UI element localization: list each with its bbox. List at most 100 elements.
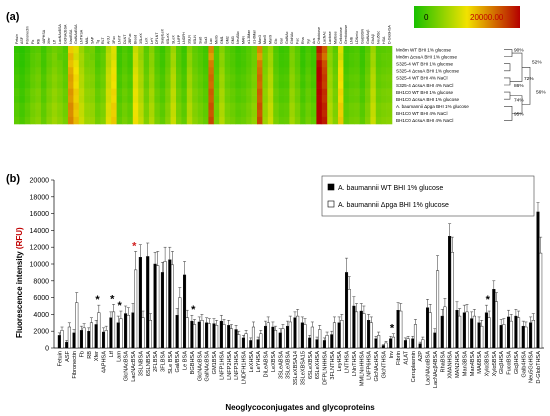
heatmap-cell xyxy=(321,46,328,54)
heatmap-cell xyxy=(138,102,144,111)
heatmap-cell xyxy=(197,88,204,96)
heatmap-cell xyxy=(338,81,344,89)
heatmap-cell xyxy=(300,67,306,75)
heatmap-cell xyxy=(78,109,85,118)
heatmap-cell xyxy=(181,88,188,96)
heatmap-cell xyxy=(294,67,301,75)
heatmap-cell xyxy=(267,95,274,104)
heatmap-cell xyxy=(57,53,63,61)
heatmap-cell xyxy=(332,46,339,54)
heatmap-cell xyxy=(359,95,366,104)
heatmap-column-label: GalNAc xyxy=(285,31,289,44)
heatmap-cell xyxy=(235,46,242,54)
heatmap-cell xyxy=(105,102,112,111)
bar-series-2 xyxy=(531,320,535,349)
heatmap-cell xyxy=(73,109,80,118)
bar-series-1 xyxy=(116,322,120,349)
x-tick-label: LeYHSA xyxy=(256,351,262,373)
heatmap-cell xyxy=(170,53,177,61)
bar-series-1 xyxy=(57,335,61,349)
heatmap-cell xyxy=(386,60,393,68)
x-tick-label: LeXHSA xyxy=(249,351,255,373)
heatmap-cell xyxy=(143,67,150,75)
heatmap-cell xyxy=(186,67,193,75)
heatmap-cell xyxy=(73,67,80,75)
heatmap-cell xyxy=(35,95,42,104)
heatmap-column-label: RB xyxy=(36,38,40,44)
heatmap-cell xyxy=(251,95,258,104)
heatmap-cell xyxy=(354,116,360,125)
heatmap-column-label: Blood xyxy=(134,35,138,44)
x-tick-label: BGBHSA xyxy=(190,351,196,375)
heatmap-cell xyxy=(381,67,387,75)
heatmap-cell xyxy=(267,116,274,125)
heatmap-cell xyxy=(68,53,74,61)
heatmap-cell xyxy=(343,95,350,104)
heatmap-cell xyxy=(246,116,252,125)
heatmap-cell xyxy=(105,116,112,125)
heatmap-cell xyxy=(311,53,317,61)
dendrogram-label: 56% xyxy=(536,90,546,96)
heatmap-row-label: S325-4 WT BHI 1% glucose xyxy=(396,62,454,67)
heatmap-cell xyxy=(78,53,85,61)
heatmap-cell xyxy=(46,88,53,96)
heatmap-cell xyxy=(203,81,209,89)
heatmap-cell xyxy=(111,116,117,125)
heatmap-cell xyxy=(235,60,242,68)
heatmap-cell xyxy=(267,60,274,68)
heatmap-cell xyxy=(105,60,112,68)
heatmap-column-label: 4APHSA xyxy=(42,29,46,44)
heatmap-cell xyxy=(278,95,285,104)
y-tick-label: 8000 xyxy=(33,278,49,285)
heatmap-cell xyxy=(138,116,144,125)
heatmap-cell xyxy=(62,116,69,125)
heatmap-column-label: Man9 xyxy=(269,35,273,44)
heatmap-cell xyxy=(208,74,215,82)
heatmap-cell xyxy=(224,102,231,111)
bar-series-1 xyxy=(426,307,430,349)
heatmap-cell xyxy=(111,102,117,111)
heatmap-cell xyxy=(181,95,188,104)
heatmap-cell xyxy=(267,102,274,111)
heatmap-cell xyxy=(219,102,225,111)
heatmap-cell xyxy=(143,109,150,118)
bar-series-2 xyxy=(193,324,197,349)
heatmap-cell xyxy=(186,46,193,54)
heatmap-cell xyxy=(332,116,339,125)
heatmap-cell xyxy=(62,102,69,111)
heatmap-cell xyxy=(375,116,382,125)
y-tick-label: 20000 xyxy=(30,178,50,185)
x-tick-label: Fibrin xyxy=(396,351,402,365)
x-tick-label: GlcNAcBSA xyxy=(197,351,203,381)
heatmap-cell xyxy=(197,109,204,118)
heatmap-cell xyxy=(219,60,225,68)
heatmap-cell xyxy=(343,67,350,75)
heatmap-cell xyxy=(73,60,80,68)
heatmap-cell xyxy=(316,116,323,125)
heatmap-cell xyxy=(176,60,182,68)
bar-series-2 xyxy=(458,315,462,349)
heatmap-cell xyxy=(370,88,377,96)
dendrogram-label: 86% xyxy=(514,83,524,89)
dendrogram-label: 95% xyxy=(514,111,524,117)
heatmap-cell xyxy=(278,116,285,125)
heatmap-cell xyxy=(30,109,36,118)
heatmap-cell xyxy=(14,109,20,118)
heatmap-cell xyxy=(251,53,258,61)
heatmap-cell xyxy=(24,60,31,68)
bar-series-1 xyxy=(219,320,223,349)
heatmap-cell xyxy=(305,46,312,54)
heatmap-cell xyxy=(230,67,236,75)
heatmap-column-label: Man3 xyxy=(258,35,262,44)
heatmap-column-label: GM3 xyxy=(231,36,235,44)
x-tick-label: Neu5GcHSA xyxy=(529,351,535,383)
heatmap-cell xyxy=(370,81,377,89)
heatmap-cell xyxy=(240,74,247,82)
dendrogram-branch xyxy=(504,63,511,72)
heatmap-cell xyxy=(138,81,144,89)
heatmap-cell xyxy=(219,46,225,54)
bar-series-1 xyxy=(65,341,69,349)
heatmap-cell xyxy=(100,109,107,118)
heatmap-cell xyxy=(176,81,182,89)
bar-series-2 xyxy=(480,325,484,349)
